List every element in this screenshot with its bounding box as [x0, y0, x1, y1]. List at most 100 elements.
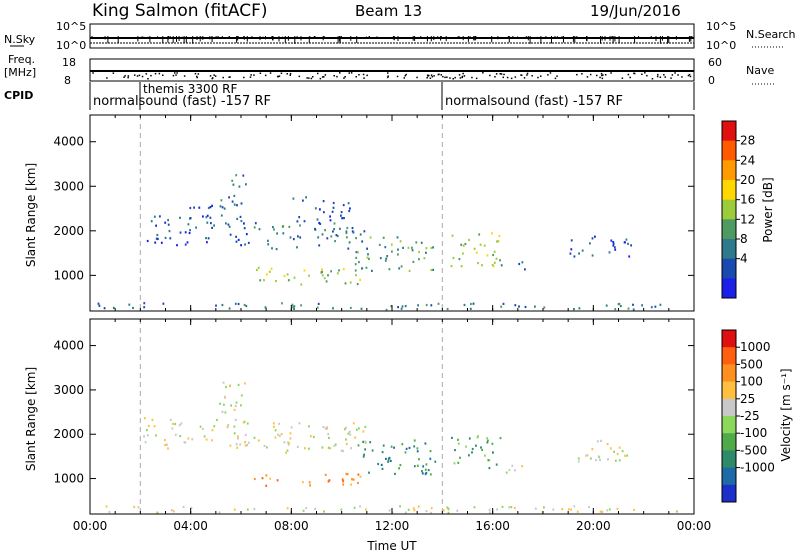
nave-dot: [312, 76, 314, 78]
echo-cell: [500, 264, 503, 267]
echo-cell: [132, 306, 134, 310]
echo-cell: [206, 221, 209, 224]
echo-cell: [418, 258, 420, 261]
echo-cell: [277, 433, 279, 436]
echo-cell: [491, 264, 494, 267]
echo-cell: [495, 463, 498, 466]
x-tick-label: 04:00: [173, 519, 208, 533]
echo-cell: [225, 385, 227, 389]
echo-cell: [271, 247, 273, 250]
echo-cell: [422, 465, 425, 468]
echo-cell: [265, 474, 268, 477]
echo-cell: [518, 262, 521, 266]
echo-cell: [399, 240, 402, 243]
echo-cell: [143, 435, 145, 438]
cpid-segment-2: themis 3300 RF: [143, 82, 237, 96]
nave-dot: [426, 77, 428, 79]
echo-cell: [230, 404, 232, 407]
echo-cell: [355, 256, 358, 259]
echo-cell: [498, 234, 501, 238]
echo-cell: [332, 307, 334, 310]
echo-cell: [418, 250, 420, 254]
echo-cell: [326, 427, 328, 430]
echo-cell: [223, 403, 225, 406]
nave-dot: [324, 74, 327, 76]
nave-dot: [657, 73, 659, 76]
nave-dot: [520, 74, 523, 76]
echo-cell: [578, 252, 580, 255]
echo-cell: [191, 438, 194, 441]
echo-cell: [460, 265, 463, 268]
echo-cell: [98, 304, 101, 307]
echo-cell: [278, 434, 281, 437]
echo-cell: [450, 265, 453, 268]
echo-cell: [628, 255, 631, 258]
nave-dot: [433, 75, 435, 77]
echo-cell: [464, 242, 467, 246]
echo-cell: [341, 478, 344, 481]
echo-cell: [263, 279, 265, 282]
echo-cell: [407, 508, 410, 511]
echo-cell: [465, 445, 467, 448]
echo-cell: [233, 508, 236, 511]
nave-dot: [601, 77, 604, 80]
colorbar-frame: [721, 120, 737, 299]
echo-cell: [577, 460, 580, 463]
echo-cell: [478, 233, 481, 236]
echo-cell: [340, 211, 343, 214]
echo-cell: [514, 304, 517, 307]
colorbar-tick-label: -500: [740, 443, 767, 457]
nave-dot: [621, 77, 624, 79]
echo-cell: [243, 303, 246, 307]
nave-dot: [681, 76, 683, 78]
echo-cell: [229, 385, 231, 388]
echo-cell: [180, 422, 183, 425]
echo-cell: [613, 246, 616, 249]
echo-cell: [413, 445, 416, 448]
colorbar-tick-label: 500: [740, 357, 763, 371]
echo-cell: [247, 441, 250, 444]
echo-cell: [524, 305, 527, 309]
echo-cell: [166, 443, 168, 446]
echo-cell: [151, 418, 154, 421]
echo-cell: [300, 304, 302, 307]
nsky-tick-low: 10^0: [56, 39, 86, 52]
echo-cell: [253, 436, 256, 439]
echo-cell: [401, 305, 404, 308]
echo-cell: [220, 214, 223, 217]
echo-cell: [330, 270, 332, 273]
echo-cell: [287, 441, 289, 444]
echo-cell: [479, 243, 482, 246]
echo-cell: [224, 395, 226, 398]
echo-cell: [319, 208, 321, 211]
echo-cell: [618, 302, 621, 305]
echo-cell: [612, 242, 615, 245]
echo-cell: [390, 243, 393, 246]
nave-dot: [317, 72, 319, 75]
nave-dot: [214, 75, 217, 77]
nsky-label: N.Sky: [4, 33, 36, 46]
echo-cell: [570, 239, 573, 242]
echo-cell: [369, 441, 372, 444]
nave-dot: [671, 74, 674, 76]
nave-dot: [610, 72, 612, 74]
echo-cell: [342, 480, 345, 483]
echo-cell: [401, 443, 404, 446]
echo-cell: [167, 219, 169, 222]
echo-cell: [384, 259, 387, 262]
echo-cell: [340, 508, 343, 511]
echo-cell: [155, 224, 157, 227]
echo-cell: [608, 508, 611, 511]
echo-cell: [404, 305, 407, 308]
echo-cell: [413, 439, 416, 442]
echo-cell: [318, 221, 321, 225]
echo-cell: [354, 436, 357, 439]
echo-cell: [608, 251, 611, 254]
echo-cell: [206, 214, 209, 217]
echo-cell: [232, 183, 235, 186]
echo-cell: [229, 444, 232, 447]
echo-cell: [487, 459, 490, 462]
echo-cell: [253, 477, 256, 481]
colorbar-swatch: [722, 467, 736, 486]
echo-cell: [345, 442, 348, 446]
